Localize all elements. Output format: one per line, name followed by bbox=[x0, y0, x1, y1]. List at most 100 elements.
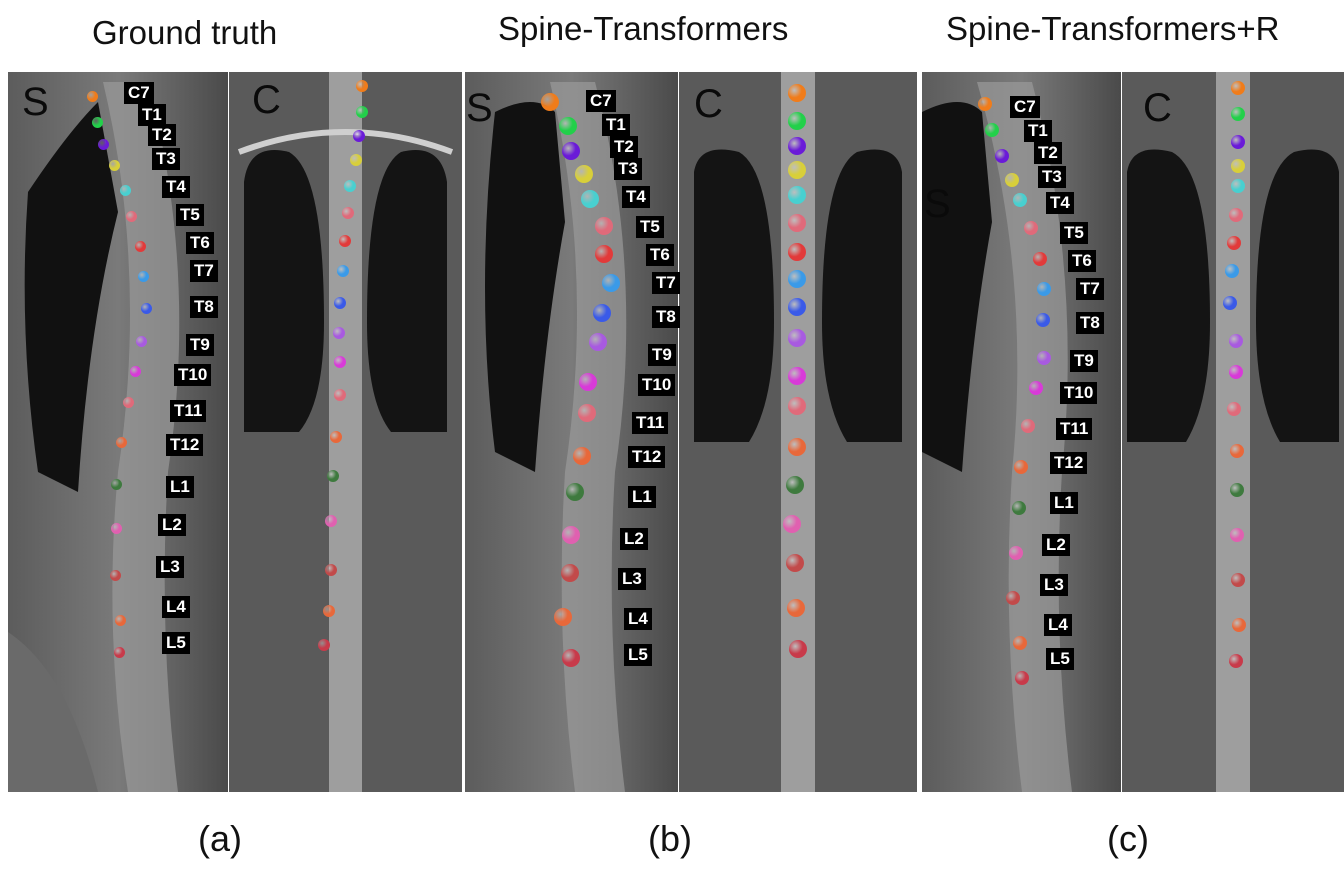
vertebra-label-a-L5: L5 bbox=[162, 632, 190, 654]
caption-c: (c) bbox=[1107, 818, 1149, 859]
vertebra-label-c-L3: L3 bbox=[1040, 574, 1068, 596]
landmark-sagittal-a-L2 bbox=[110, 522, 122, 534]
landmark-sagittal-a-L3 bbox=[109, 569, 121, 581]
landmark-sagittal-c-T8 bbox=[1036, 313, 1050, 327]
landmark-sagittal-b-T10 bbox=[579, 373, 597, 391]
landmark-coronal-a-L5 bbox=[318, 639, 330, 651]
landmark-coronal-b-T7 bbox=[788, 270, 806, 288]
landmark-coronal-b-T6 bbox=[788, 243, 806, 261]
vertebra-label-b-L3: L3 bbox=[618, 568, 646, 590]
title-spine-transformers-r: Spine-Transformers+R bbox=[946, 10, 1280, 47]
landmark-sagittal-b-L1 bbox=[566, 483, 584, 501]
landmark-sagittal-a-T11 bbox=[122, 396, 134, 408]
landmark-coronal-c-T2 bbox=[1231, 135, 1245, 149]
landmark-sagittal-b-L5 bbox=[562, 649, 580, 667]
vertebra-label-c-T1: T1 bbox=[1024, 120, 1052, 142]
landmark-coronal-a-T9 bbox=[333, 327, 345, 339]
coronal-panel-c bbox=[1122, 72, 1344, 792]
caption-b: (b) bbox=[648, 818, 692, 859]
vertebra-label-c-T3: T3 bbox=[1038, 166, 1066, 188]
vertebra-label-a-T5: T5 bbox=[176, 204, 204, 226]
landmark-sagittal-b-C7 bbox=[541, 93, 559, 111]
landmark-coronal-a-L1 bbox=[327, 470, 339, 482]
vertebra-label-b-T8: T8 bbox=[652, 306, 680, 328]
landmark-coronal-c-C7 bbox=[1231, 81, 1245, 95]
vertebra-label-a-L3: L3 bbox=[156, 556, 184, 578]
view-letter-c-b: C bbox=[694, 82, 723, 126]
landmark-sagittal-a-T2 bbox=[97, 138, 109, 150]
landmark-sagittal-a-T5 bbox=[125, 210, 137, 222]
vertebra-label-a-T11: T11 bbox=[170, 400, 207, 422]
landmark-coronal-c-T7 bbox=[1225, 264, 1239, 278]
landmark-sagittal-c-T2 bbox=[995, 149, 1009, 163]
vertebra-label-c-T2: T2 bbox=[1034, 142, 1062, 164]
vertebra-label-a-T6: T6 bbox=[186, 232, 214, 254]
landmark-coronal-c-L1 bbox=[1230, 483, 1244, 497]
vertebra-label-b-T3: T3 bbox=[614, 158, 642, 180]
vertebra-label-a-T9: T9 bbox=[186, 334, 214, 356]
vertebra-label-c-T4: T4 bbox=[1046, 192, 1074, 214]
landmark-sagittal-c-T6 bbox=[1033, 252, 1047, 266]
landmark-coronal-b-T2 bbox=[788, 137, 806, 155]
landmark-sagittal-b-T3 bbox=[575, 165, 593, 183]
vertebra-label-c-C7: C7 bbox=[1010, 96, 1040, 118]
landmark-coronal-a-C7 bbox=[356, 80, 368, 92]
vertebra-label-b-T6: T6 bbox=[646, 244, 674, 266]
vertebra-label-a-T7: T7 bbox=[190, 260, 218, 282]
landmark-coronal-b-T8 bbox=[788, 298, 806, 316]
landmark-coronal-b-T1 bbox=[788, 112, 806, 130]
vertebra-label-b-T1: T1 bbox=[602, 114, 630, 136]
vertebra-label-a-T12: T12 bbox=[166, 434, 204, 456]
landmark-coronal-b-L1 bbox=[786, 476, 804, 494]
vertebra-label-c-L4: L4 bbox=[1044, 614, 1072, 636]
caption-a: (a) bbox=[198, 818, 242, 859]
landmark-sagittal-c-C7 bbox=[978, 97, 992, 111]
landmark-sagittal-a-L5 bbox=[113, 646, 125, 658]
landmark-sagittal-a-T4 bbox=[119, 184, 131, 196]
vertebra-label-a-T1: T1 bbox=[138, 104, 166, 126]
landmark-coronal-a-T1 bbox=[356, 106, 368, 118]
landmark-coronal-c-T6 bbox=[1227, 236, 1241, 250]
landmark-coronal-c-T10 bbox=[1229, 365, 1243, 379]
vertebra-label-b-C7: C7 bbox=[586, 90, 616, 112]
vertebra-label-c-T8: T8 bbox=[1076, 312, 1104, 334]
vertebra-label-a-L4: L4 bbox=[162, 596, 190, 618]
landmark-sagittal-a-C7 bbox=[86, 90, 98, 102]
vertebra-label-b-T9: T9 bbox=[648, 344, 676, 366]
landmark-sagittal-c-L5 bbox=[1015, 671, 1029, 685]
landmark-sagittal-b-T12 bbox=[573, 447, 591, 465]
landmark-sagittal-a-T9 bbox=[135, 335, 147, 347]
coronal-panel-b bbox=[679, 72, 917, 792]
landmark-sagittal-a-T10 bbox=[129, 365, 141, 377]
landmark-coronal-b-L3 bbox=[786, 554, 804, 572]
title-spine-transformers: Spine-Transformers bbox=[498, 10, 789, 47]
vertebra-label-b-T7: T7 bbox=[652, 272, 680, 294]
landmark-sagittal-c-L3 bbox=[1006, 591, 1020, 605]
landmark-sagittal-c-T9 bbox=[1037, 351, 1051, 365]
vertebra-label-c-T6: T6 bbox=[1068, 250, 1096, 272]
landmark-sagittal-a-T6 bbox=[134, 240, 146, 252]
vertebra-label-b-L1: L1 bbox=[628, 486, 656, 508]
landmark-coronal-c-T12 bbox=[1230, 444, 1244, 458]
landmark-sagittal-c-T10 bbox=[1029, 381, 1043, 395]
landmark-sagittal-c-T3 bbox=[1005, 173, 1019, 187]
vertebra-label-c-L5: L5 bbox=[1046, 648, 1074, 670]
landmark-coronal-a-T5 bbox=[342, 207, 354, 219]
landmark-sagittal-b-T8 bbox=[593, 304, 611, 322]
landmark-sagittal-c-L1 bbox=[1012, 501, 1026, 515]
landmark-sagittal-a-T3 bbox=[108, 159, 120, 171]
vertebra-label-b-T2: T2 bbox=[610, 136, 638, 158]
landmark-sagittal-c-L4 bbox=[1013, 636, 1027, 650]
vertebra-label-c-T12: T12 bbox=[1050, 452, 1088, 474]
landmark-coronal-a-T4 bbox=[344, 180, 356, 192]
vertebra-label-a-C7: C7 bbox=[124, 82, 154, 104]
view-letter-s-b: S bbox=[466, 86, 493, 130]
landmark-coronal-c-T1 bbox=[1231, 107, 1245, 121]
landmark-sagittal-b-T4 bbox=[581, 190, 599, 208]
landmark-coronal-b-T4 bbox=[788, 186, 806, 204]
vertebra-label-a-T2: T2 bbox=[148, 124, 176, 146]
landmark-sagittal-b-L2 bbox=[562, 526, 580, 544]
landmark-sagittal-b-T7 bbox=[602, 274, 620, 292]
landmark-coronal-b-L4 bbox=[787, 599, 805, 617]
landmark-coronal-c-L5 bbox=[1229, 654, 1243, 668]
